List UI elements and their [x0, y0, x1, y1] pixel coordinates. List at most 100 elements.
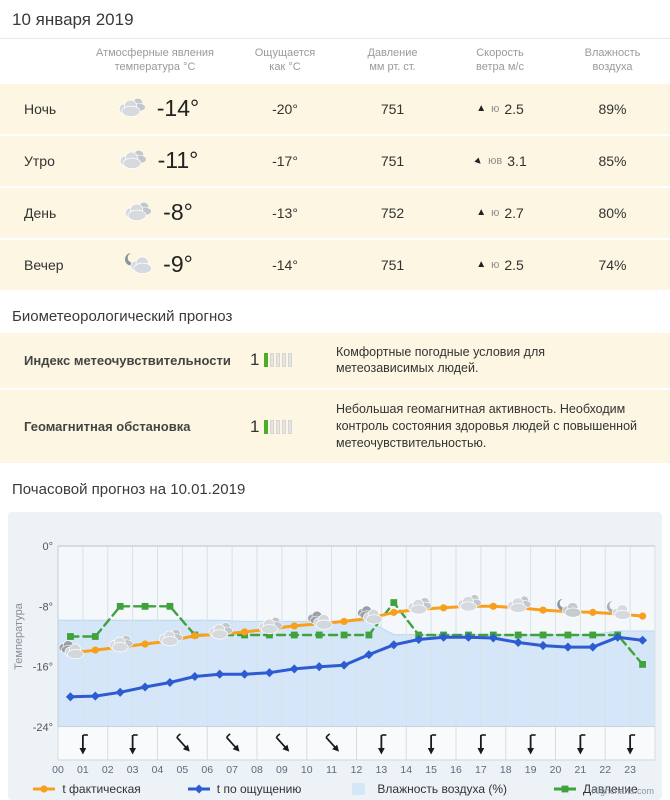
pressure-point [315, 631, 323, 639]
x-axis-hour-label: 18 [500, 764, 512, 776]
legend-item-0[interactable]: t фактическая [32, 782, 141, 796]
moon-icon [557, 598, 569, 611]
x-axis-hour-label: 10 [301, 764, 313, 776]
wind-arrow-18-19 [527, 734, 536, 755]
t-actual-point [141, 640, 149, 648]
wind-direction-icon: ▲ [476, 206, 487, 218]
t-actual-point [589, 608, 597, 616]
moon-icon [125, 252, 138, 266]
bio-index-value: 1 [250, 416, 260, 436]
x-axis-hour-label: 15 [425, 764, 437, 776]
y-axis-tick: -8° [39, 601, 53, 613]
feels-like-value: -13° [272, 204, 298, 221]
cloud-icon [507, 597, 527, 613]
date-header: 10 января 2019 [0, 0, 670, 39]
index-scale-bar [270, 353, 275, 368]
index-scale-bar [276, 353, 281, 368]
pressure-point [91, 633, 99, 640]
pressure-point [365, 631, 373, 639]
legend-item-2[interactable]: Влажность воздуха (%) [347, 782, 507, 796]
x-axis-hour-label: 22 [599, 764, 611, 776]
pressure-point [266, 631, 273, 639]
cloud-icon [124, 203, 147, 221]
wind-speed-value: 3.1 [507, 152, 527, 169]
bio-index-indicator: 1 [250, 417, 336, 437]
feels-like-value: -17° [272, 152, 298, 169]
t-feels-point [240, 669, 250, 679]
time-of-day-label: День [24, 204, 57, 221]
pressure-point [564, 631, 572, 639]
x-axis-hour-label: 01 [77, 764, 89, 776]
temperature-value: -14° [156, 95, 200, 122]
humidity-value: 80% [598, 204, 627, 221]
x-axis-hour-label: 00 [52, 764, 64, 776]
t-actual-point [91, 646, 99, 654]
x-axis-hour-label: 23 [624, 764, 636, 776]
cloud-icon [64, 643, 84, 660]
wind-cell: ▲ юв 3.1 [445, 153, 555, 169]
cloudy-icon [124, 201, 152, 221]
wind-direction-label: юв [488, 154, 503, 167]
legend-item-1[interactable]: t по ощущению [187, 782, 301, 796]
x-axis-hour-label: 09 [276, 764, 288, 776]
wind-arrow-02-03 [129, 734, 138, 755]
moon-icon [606, 601, 619, 613]
t-feels-point [289, 664, 299, 674]
weather-temp-cell: -14° [80, 95, 230, 123]
x-axis-hour-label: 13 [376, 764, 388, 776]
t-feels-point [488, 633, 498, 643]
x-axis-hour-label: 19 [525, 764, 537, 776]
x-axis-hour-label: 21 [575, 764, 587, 776]
t-actual-point [240, 628, 249, 636]
t-actual-point [290, 622, 298, 630]
x-axis-hour-label: 17 [475, 764, 487, 776]
cloud-icon [363, 608, 383, 625]
legend-marker-icon [33, 785, 56, 793]
t-actual-point [340, 617, 348, 625]
index-scale-bar [282, 353, 287, 368]
x-axis-hour-label: 11 [326, 764, 337, 776]
t-feels-point [165, 677, 175, 687]
wind-arrow-12-13 [377, 734, 387, 755]
pressure-point [390, 599, 398, 606]
wind-arrow-16-17 [477, 734, 486, 755]
temperature-value: -8° [163, 199, 193, 226]
bio-row-label: Индекс метеочувствительности [24, 352, 231, 368]
cloud-icon [562, 602, 582, 618]
index-scale-bar [264, 353, 269, 368]
highcharts-credit: Highcharts.com [591, 785, 654, 796]
x-axis-hour-label: 02 [102, 764, 114, 776]
t-actual-point [489, 602, 497, 610]
t-feels-point [215, 669, 225, 679]
x-axis-hour-label: 03 [127, 764, 139, 776]
wind-direction-icon: ▲ [476, 258, 487, 270]
legend-marker-icon [554, 785, 577, 793]
humidity-value: 85% [598, 152, 627, 169]
index-scale-bar [282, 419, 287, 434]
wind-arrow-00-01 [79, 734, 88, 755]
weather-temp-cell: -8° [80, 199, 230, 227]
pressure-point [539, 631, 547, 639]
partly-cloudy-night-icon [125, 252, 153, 274]
bio-index-value: 1 [250, 350, 260, 370]
wind-cell: ▲ ю 2.7 [445, 205, 555, 221]
wind-speed-value: 2.5 [504, 100, 524, 117]
pressure-point [589, 631, 597, 639]
cloud-icon [258, 618, 278, 635]
bio-index-indicator: 1 [250, 350, 336, 370]
index-scale-bar [270, 419, 275, 434]
wind-speed-value: 2.7 [504, 204, 524, 221]
y-axis-tick: -24° [33, 722, 53, 734]
wind-cell: ▲ ю 2.5 [445, 257, 555, 273]
wind-direction-icon: ▲ [471, 153, 486, 169]
cloud-icon [313, 614, 333, 630]
forecast-table: Атмосферные явления температура °C Ощущает… [0, 39, 670, 290]
y-axis-tick: -16° [33, 662, 53, 674]
x-axis-hour-label: 04 [152, 764, 164, 776]
column-header-0: Атмосферные явления температура °C [95, 47, 214, 74]
bio-row-1: Геомагнитная обстановка 1 Небольшая геомаг… [0, 390, 670, 463]
bio-row-description: Небольшая геомагнитная активность. Необх… [336, 402, 638, 451]
hourly-section-title: Почасовой прогноз на 10.01.2019 [12, 480, 246, 498]
pressure-point [340, 631, 348, 639]
